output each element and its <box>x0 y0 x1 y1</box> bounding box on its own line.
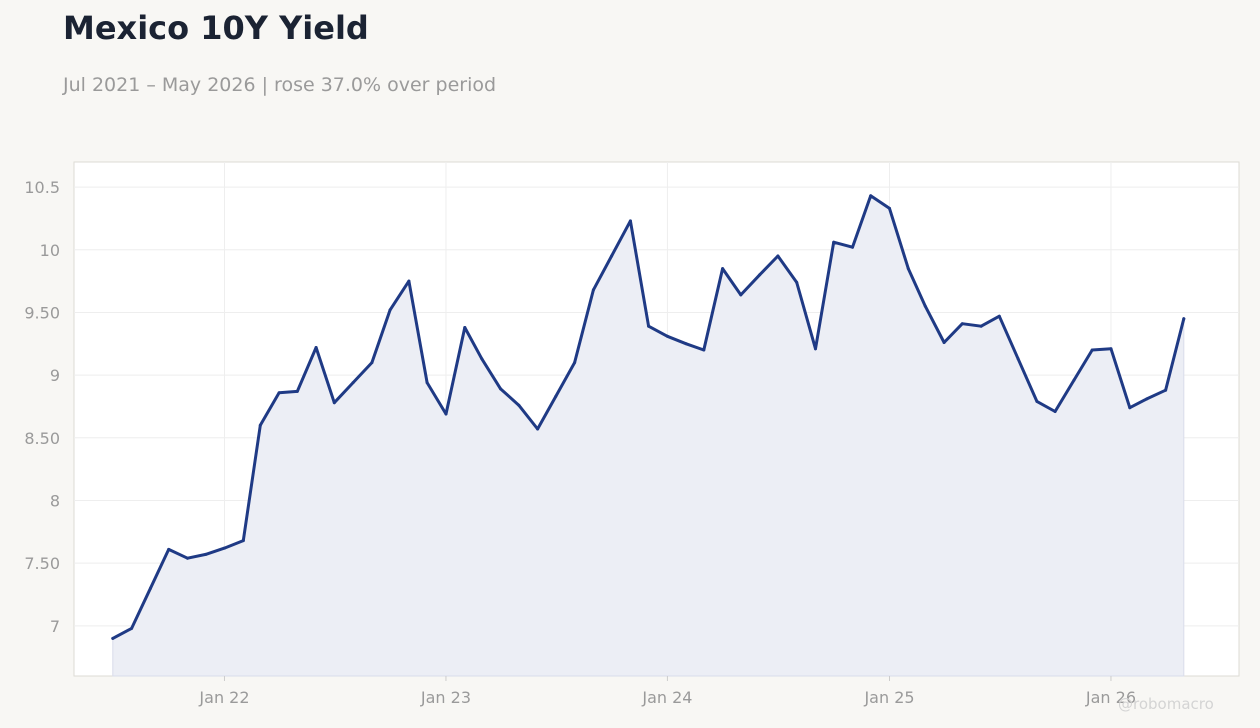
x-axis-ticks: Jan 22 Jan 23 Jan 24 Jan 25 Jan 26 <box>198 676 1136 707</box>
data-point <box>702 348 706 352</box>
data-points <box>111 194 1186 640</box>
data-point <box>425 381 429 385</box>
data-point <box>776 254 780 258</box>
data-point <box>684 342 688 346</box>
data-point <box>1035 399 1039 403</box>
y-tick-label: 8.50 <box>24 429 60 448</box>
data-point <box>1016 357 1020 361</box>
data-point <box>223 546 226 550</box>
data-point <box>480 357 484 361</box>
data-point <box>241 539 245 543</box>
data-point <box>960 322 964 326</box>
x-tick-label: Jan 26 <box>1085 688 1136 707</box>
data-point <box>444 412 448 416</box>
data-point <box>1182 317 1186 321</box>
data-point <box>665 334 669 338</box>
data-point <box>1072 378 1076 382</box>
y-tick-label: 8 <box>50 491 60 510</box>
x-tick-label: Jan 23 <box>420 688 471 707</box>
data-point <box>204 552 208 556</box>
y-tick-label: 7 <box>50 617 60 636</box>
data-point <box>499 387 503 391</box>
data-point <box>1053 410 1057 413</box>
data-point <box>923 304 927 308</box>
data-point <box>258 423 262 427</box>
data-point <box>795 280 799 284</box>
data-point <box>739 293 743 297</box>
data-point <box>111 636 115 640</box>
chart-subtitle: Jul 2021 – May 2026 | rose 37.0% over pe… <box>63 74 497 96</box>
data-point <box>591 288 595 292</box>
data-point <box>979 324 983 328</box>
data-point <box>851 245 854 249</box>
y-tick-label: 10 <box>40 241 60 260</box>
data-point <box>1164 388 1168 392</box>
data-point <box>906 267 910 271</box>
data-point <box>814 347 817 351</box>
data-point <box>277 391 281 395</box>
x-tick-label: Jan 22 <box>198 688 249 707</box>
data-point <box>186 556 189 560</box>
data-point <box>295 389 299 393</box>
chart-title: Mexico 10Y Yield <box>63 9 369 47</box>
data-point <box>167 547 171 551</box>
data-point <box>1145 397 1149 401</box>
data-point <box>942 341 946 344</box>
data-point <box>351 381 355 385</box>
data-point <box>888 206 891 210</box>
data-point <box>314 346 318 349</box>
data-point <box>370 361 374 365</box>
y-tick-label: 7.50 <box>24 554 60 573</box>
data-point <box>554 394 558 398</box>
x-tick-label: Jan 25 <box>863 688 914 707</box>
data-point <box>463 326 467 329</box>
data-point <box>517 403 521 407</box>
data-point <box>573 361 577 365</box>
data-point <box>869 194 873 198</box>
data-point <box>130 626 134 630</box>
data-point <box>332 401 336 405</box>
x-tick-label: Jan 24 <box>641 688 692 707</box>
data-point <box>149 586 152 590</box>
data-point <box>536 427 540 431</box>
data-point <box>1109 347 1113 351</box>
data-point <box>610 254 614 258</box>
data-point <box>1090 348 1094 352</box>
data-point <box>647 324 651 328</box>
data-point <box>721 267 725 271</box>
y-tick-label: 10.5 <box>24 178 60 197</box>
y-tick-label: 9 <box>50 366 60 385</box>
y-tick-label: 9.50 <box>24 303 60 322</box>
data-point <box>832 240 836 244</box>
y-axis-ticks: 7 7.50 8 8.50 9 9.50 10 10.5 <box>24 178 60 636</box>
data-point <box>388 308 392 312</box>
data-point <box>407 279 411 283</box>
data-point <box>997 314 1001 318</box>
data-point <box>1128 406 1132 410</box>
data-point <box>628 219 632 223</box>
data-point <box>758 273 762 277</box>
watermark: @robomacro <box>1118 695 1214 713</box>
